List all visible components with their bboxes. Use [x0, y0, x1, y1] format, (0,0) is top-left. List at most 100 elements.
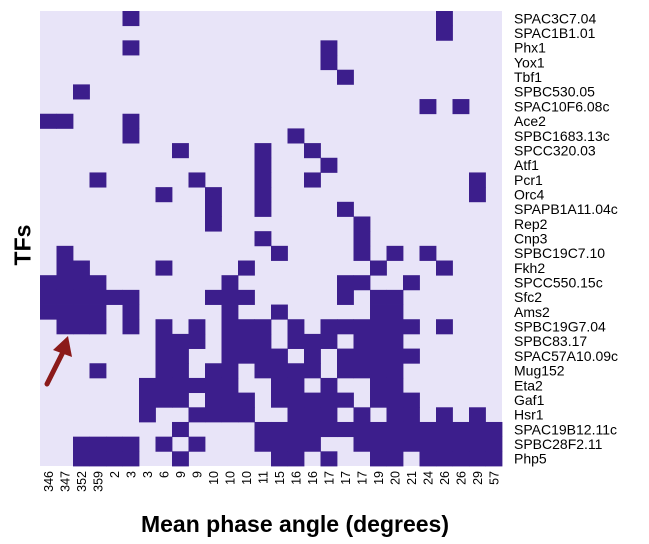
x-tick-label: 17 [339, 471, 353, 485]
arrow-shaft [44, 349, 66, 387]
heatmap-cell [320, 392, 338, 408]
heatmap-cell [221, 275, 239, 291]
heatmap-cell [386, 407, 404, 423]
heatmap-cell [304, 143, 321, 159]
heatmap-cell [353, 275, 371, 291]
heatmap-cell [353, 421, 371, 438]
heatmap-cell [419, 245, 437, 261]
heatmap-cell [254, 231, 272, 247]
y-tick-label: Gaf1 [514, 392, 545, 408]
heatmap-cell [188, 407, 206, 423]
heatmap-cell [271, 392, 288, 408]
heatmap-cell [254, 436, 272, 452]
y-tick-label: Sfc2 [514, 289, 542, 305]
heatmap-cell [155, 187, 173, 203]
heatmap-cell [370, 319, 387, 335]
heatmap-cell [122, 451, 140, 467]
x-tick-label: 347 [58, 471, 72, 492]
x-tick-label: 2 [108, 471, 122, 478]
x-tick-label: 26 [438, 471, 452, 485]
heatmap-cell [320, 55, 338, 71]
heatmap-cell [436, 25, 453, 41]
heatmap-cell [304, 421, 321, 438]
heatmap-cell [419, 451, 437, 467]
heatmap-cell [155, 333, 173, 349]
heatmap-cell [271, 421, 288, 438]
heatmap-cell [56, 275, 74, 291]
x-tick-label: 24 [421, 471, 435, 485]
heatmap-cell [485, 421, 503, 438]
heatmap-cell [485, 436, 503, 452]
heatmap-cell [386, 348, 404, 364]
heatmap-cell [353, 319, 371, 335]
heatmap-cell [106, 436, 123, 452]
y-tick-label: SPBC19C7.10 [514, 245, 605, 261]
heatmap-cell [254, 157, 272, 173]
y-tick-label: SPBC1683.13c [514, 128, 610, 144]
heatmap-cell [337, 69, 354, 85]
heatmap-cell [73, 84, 90, 100]
heatmap-cell [172, 421, 189, 438]
y-tick-label: SPBC28F2.11 [514, 436, 603, 452]
heatmap-cell [320, 319, 338, 335]
heatmap-cell [254, 172, 272, 188]
y-axis-title: TFs [9, 224, 36, 266]
heatmap-cell [89, 436, 107, 452]
heatmap-cell [221, 304, 239, 320]
heatmap-cell [139, 392, 156, 408]
heatmap-cell [205, 289, 222, 305]
x-tick-label: 16 [306, 471, 320, 485]
heatmap-cell [188, 319, 206, 335]
heatmap-cell [337, 201, 354, 217]
x-tick-label: 19 [372, 471, 386, 485]
heatmap-cell [320, 421, 338, 438]
heatmap-cell [73, 436, 90, 452]
heatmap-cell [370, 421, 387, 438]
heatmap-cell [155, 363, 173, 379]
heatmap-cell [271, 451, 288, 467]
heatmap-cell [122, 128, 140, 144]
x-tick-label: 352 [75, 471, 89, 492]
heatmap-cell [386, 245, 404, 261]
heatmap-cell [287, 377, 305, 394]
x-tick-label: 346 [42, 471, 56, 492]
y-tick-label: Rep2 [514, 216, 548, 232]
heatmap-cell [106, 451, 123, 467]
heatmap-cell [304, 436, 321, 452]
heatmap-cell [89, 319, 107, 335]
heatmap-cell [155, 377, 173, 394]
arrow-head [53, 336, 72, 357]
heatmap-cell [452, 421, 470, 438]
heatmap-cell [386, 304, 404, 320]
heatmap-cell [238, 392, 255, 408]
heatmap-cell [436, 421, 453, 438]
heatmap-cell [304, 392, 321, 408]
heatmap-cell [436, 319, 453, 335]
heatmap-cell [73, 451, 90, 467]
heatmap-cell [320, 157, 338, 173]
heatmap-cell [403, 407, 420, 423]
heatmap-cell [155, 392, 173, 408]
heatmap-cell [89, 304, 107, 320]
heatmap-cell [155, 436, 173, 452]
heatmap-cell [337, 275, 354, 291]
heatmap-cell [469, 451, 486, 467]
heatmap-cell [370, 392, 387, 408]
heatmap-cell [40, 113, 57, 129]
heatmap-cell [287, 407, 305, 423]
heatmap-cell [40, 304, 57, 320]
heatmap-cell [271, 304, 288, 320]
y-tick-label: SPBC19G7.04 [514, 319, 606, 335]
y-tick-labels: SPAC3C7.04SPAC1B1.01Phx1Yox1Tbf1SPBC530.… [514, 10, 618, 466]
heatmap-cell [304, 407, 321, 423]
heatmap-cell [386, 319, 404, 335]
heatmap-cell [122, 40, 140, 56]
heatmap-cell [419, 99, 437, 115]
heatmap-cell [155, 319, 173, 335]
heatmap-cell [73, 275, 90, 291]
heatmap-cell [287, 319, 305, 335]
heatmap-cell [254, 333, 272, 349]
heatmap-cell [386, 289, 404, 305]
heatmap-cell [370, 348, 387, 364]
